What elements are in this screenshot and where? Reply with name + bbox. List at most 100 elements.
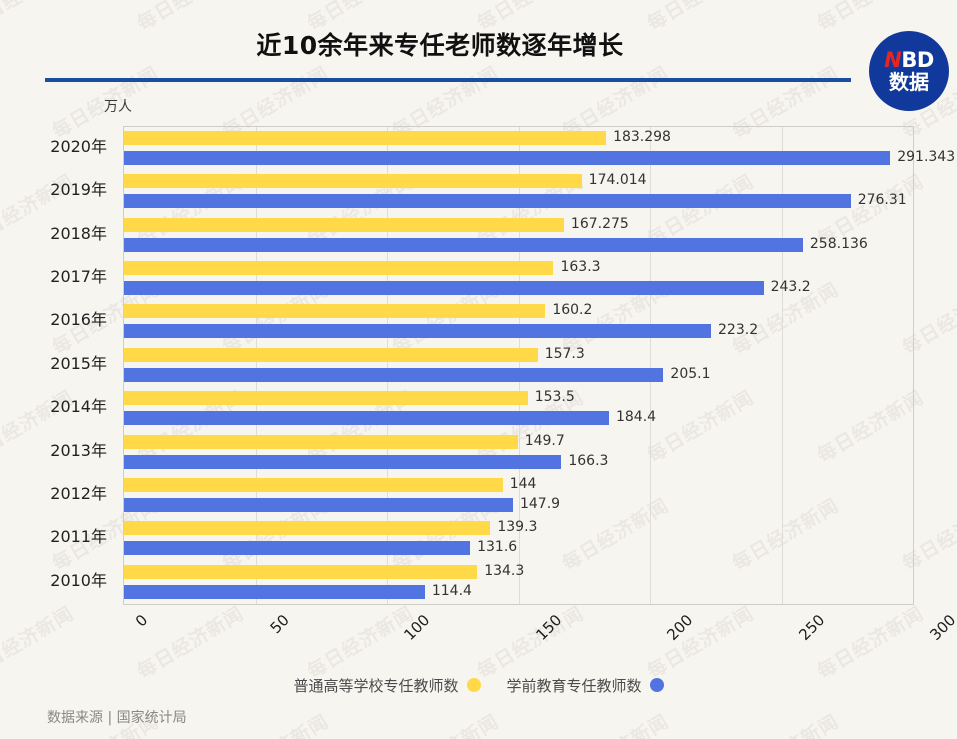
bar-yellow[interactable]: [124, 131, 607, 145]
y-axis-unit-label: 万人: [104, 99, 132, 115]
bar-blue[interactable]: [124, 497, 513, 512]
bar-value-label: 139.3: [497, 519, 538, 536]
bar-group: 139.3 131.6: [124, 519, 913, 556]
title-underline-rule: [45, 78, 851, 82]
x-axis-tick-label: 300: [926, 611, 957, 644]
gridline: [255, 127, 257, 604]
watermark-text: 每日经济新闻: [217, 707, 334, 739]
plot-area: 183.298 291.343 174.014 276.31 167.275 258.13…: [123, 126, 955, 605]
bar-groups: 183.298 291.343 174.014 276.31 167.275 258.13…: [124, 127, 955, 604]
gridline: [781, 127, 783, 604]
bar-yellow[interactable]: [124, 391, 528, 406]
bar-value-label: 167.275: [570, 215, 629, 232]
bar-value-label: 205.1: [670, 365, 711, 382]
bar-value-label: 258.136: [809, 235, 868, 252]
bar-yellow[interactable]: [124, 477, 503, 492]
bar-value-label: 144: [509, 475, 537, 492]
bar-value-label: 134.3: [484, 562, 525, 579]
legend-item[interactable]: 普通高等学校专任教师数: [293, 675, 481, 696]
bar-value-label: 276.31: [857, 192, 907, 209]
x-axis-tick-label: 250: [794, 611, 828, 644]
nbd-logo-subtitle: 数据: [889, 69, 929, 94]
bar-blue[interactable]: [124, 454, 562, 469]
bar-blue[interactable]: [124, 367, 664, 382]
y-axis-tick-label: 2017年: [50, 267, 107, 287]
y-axis-tick-label: 2010年: [50, 570, 107, 590]
bar-value-label: 291.343: [897, 149, 956, 165]
chart-legend: 普通高等学校专任教师数 学前教育专任教师数: [0, 670, 957, 700]
bar-group: 174.014 276.31: [124, 172, 913, 209]
bar-blue[interactable]: [124, 541, 471, 556]
gridline: [518, 127, 520, 604]
bar-group: 149.7 166.3: [124, 432, 913, 469]
gridline: [650, 127, 651, 604]
nbd-logo: N BD 数据: [869, 31, 949, 111]
bar-yellow[interactable]: [124, 217, 564, 232]
bar-yellow[interactable]: [124, 564, 478, 579]
bar-value-label: 157.3: [544, 345, 585, 362]
bar-group: 134.3 114.4: [124, 562, 913, 599]
bar-value-label: 149.7: [524, 432, 565, 449]
y-axis-tick-label: 2015年: [50, 353, 107, 373]
bar-value-label: 131.6: [477, 539, 518, 556]
bar-group: 160.2 223.2: [124, 302, 913, 339]
y-axis-tick-label: 2012年: [50, 483, 107, 503]
watermark-text: 每日经济新闻: [557, 707, 674, 739]
bar-value-label: 166.3: [568, 452, 609, 469]
bar-group: 153.5 184.4: [124, 389, 913, 426]
bar-group: 157.3 205.1: [124, 345, 913, 382]
nbd-logo-initial: N: [884, 47, 902, 72]
page-title: 近10余年来专任老师数逐年增长: [256, 31, 624, 60]
bar-value-label: 147.9: [519, 495, 561, 512]
bar-group: 163.3 243.2: [124, 259, 913, 296]
bar-value-label: 243.2: [770, 279, 811, 296]
legend-label: 普通高等学校专任教师数: [293, 676, 459, 695]
bar-value-label: 160.2: [552, 302, 593, 319]
bar-group: 144 147.9: [124, 475, 913, 512]
bar-yellow[interactable]: [124, 304, 546, 319]
bar-yellow[interactable]: [124, 434, 518, 449]
legend-color-swatch: [466, 678, 481, 692]
x-axis-tick-label: 150: [531, 611, 565, 644]
data-source-footer: 数据来源 | 国家统计局: [47, 710, 187, 726]
bar-group: 167.275 258.136: [124, 215, 913, 252]
nbd-logo-letters: N BD: [884, 47, 934, 72]
bar-yellow[interactable]: [124, 347, 538, 362]
bar-blue[interactable]: [124, 584, 425, 599]
y-axis-tick-label: 2011年: [50, 527, 107, 547]
bar-value-label: 163.3: [560, 259, 601, 276]
y-axis-tick-label: 2013年: [50, 440, 107, 460]
bar-blue[interactable]: [124, 411, 609, 426]
bar-yellow[interactable]: [124, 174, 582, 189]
bar-value-label: 153.5: [534, 389, 575, 406]
bar-blue[interactable]: [124, 281, 764, 296]
chart-header: 近10余年来专任老师数逐年增长: [0, 0, 957, 95]
bar-yellow[interactable]: [124, 261, 554, 276]
bar-blue[interactable]: [124, 194, 851, 209]
legend-color-swatch: [649, 678, 664, 692]
y-axis-tick-label: 2014年: [50, 397, 107, 417]
nbd-logo-bd: BD: [901, 47, 934, 72]
bar-value-label: 184.4: [615, 409, 657, 426]
bar-yellow[interactable]: [124, 521, 491, 536]
bar-value-label: 223.2: [718, 322, 759, 339]
bar-value-label: 174.014: [588, 172, 647, 189]
y-axis-tick-label: 2016年: [50, 310, 107, 330]
x-axis-tick-label: 50: [266, 611, 293, 638]
x-axis: 0 50 100 150 200 250 300: [0, 605, 957, 653]
y-axis: 2020年 2019年 2018年 2017年 2016年 2015年 2014年 2013年…: [0, 126, 118, 605]
bar-value-label: 114.4: [431, 582, 472, 599]
x-axis-tick-label: 200: [663, 611, 697, 644]
legend-item[interactable]: 学前教育专任教师数: [507, 675, 664, 696]
watermark-text: 每日经济新闻: [387, 707, 504, 739]
x-axis-tick-label: 0: [131, 611, 152, 631]
watermark-text: 每日经济新闻: [727, 707, 844, 739]
bar-blue[interactable]: [124, 151, 891, 165]
y-axis-tick-label: 2018年: [50, 223, 107, 243]
legend-label: 学前教育专任教师数: [506, 676, 642, 695]
gridline: [387, 127, 388, 604]
y-axis-tick-label: 2020年: [50, 137, 107, 156]
bar-blue[interactable]: [124, 324, 712, 339]
bar-blue[interactable]: [124, 237, 803, 252]
y-axis-tick-label: 2019年: [50, 180, 107, 200]
